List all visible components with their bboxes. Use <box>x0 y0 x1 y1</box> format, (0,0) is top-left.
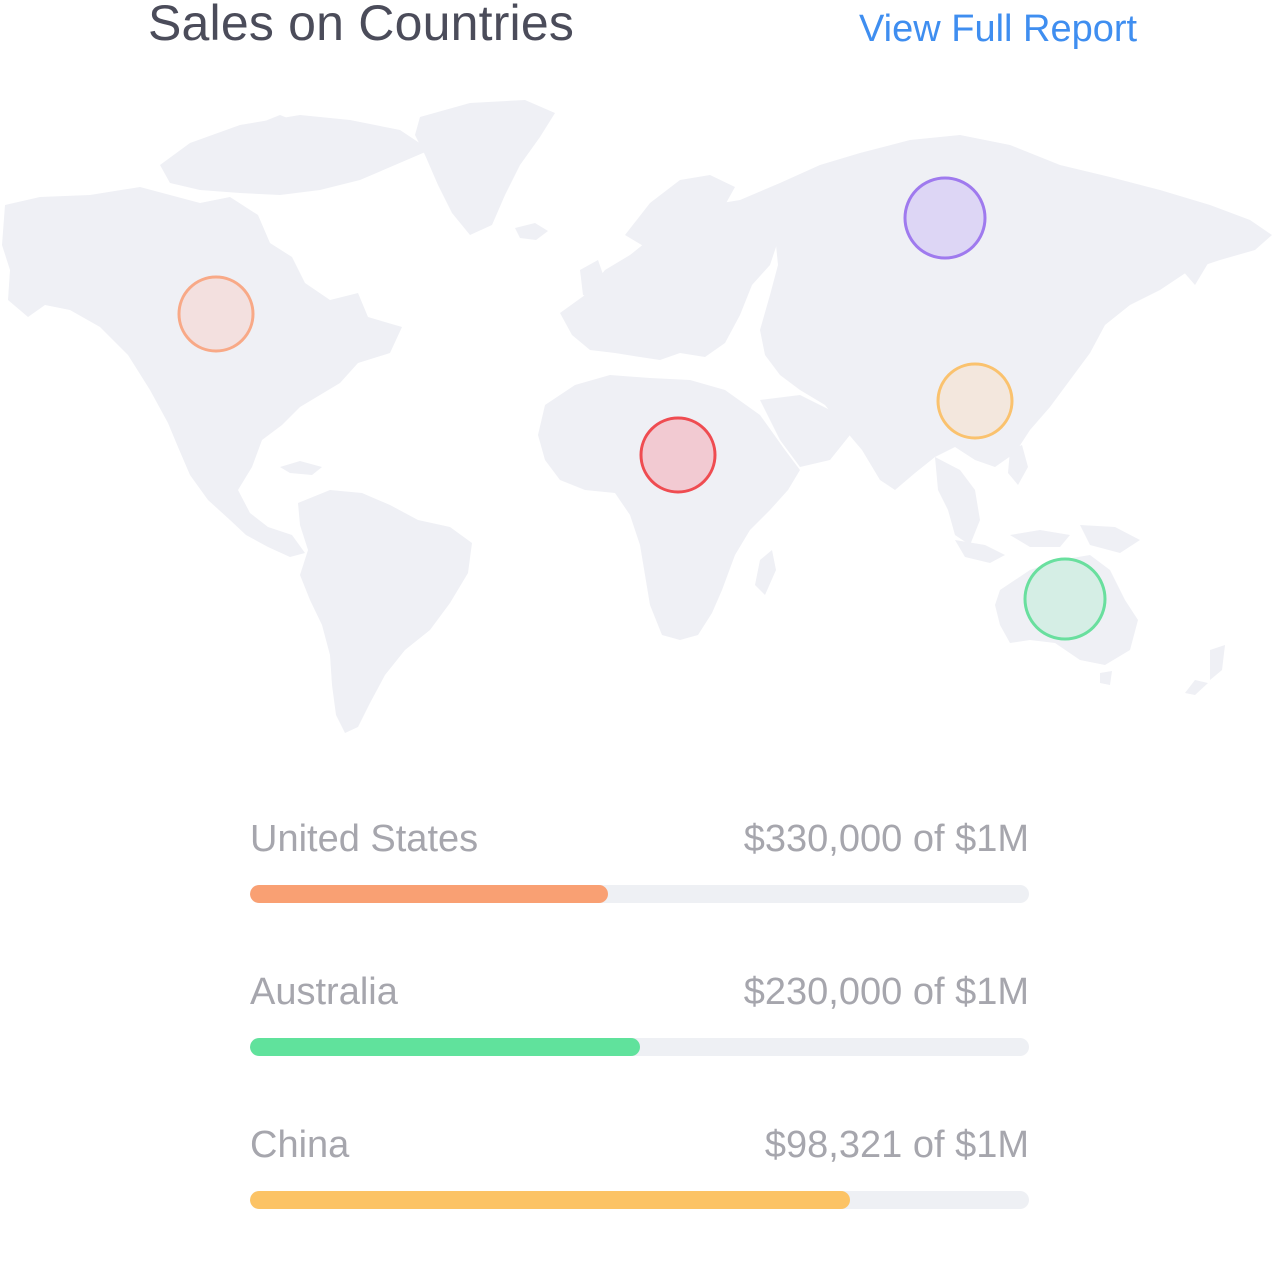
progress-track <box>250 885 1029 903</box>
world-map-land <box>2 100 1272 733</box>
sales-row-australia: Australia $230,000 of $1M <box>250 965 1029 1118</box>
view-full-report-link[interactable]: View Full Report <box>859 8 1138 50</box>
sales-row-china: China $98,321 of $1M <box>250 1118 1029 1271</box>
sales-amount: $98,321 of $1M <box>764 1124 1029 1166</box>
sales-row-united-states: United States $330,000 of $1M <box>250 812 1029 965</box>
sales-list: United States $330,000 of $1M Australia … <box>250 812 1029 1271</box>
progress-fill <box>250 885 609 903</box>
progress-track <box>250 1038 1029 1056</box>
country-name: United States <box>250 818 479 860</box>
world-map <box>2 100 1272 733</box>
sales-markers <box>177 176 1107 641</box>
marker-central-africa <box>639 416 717 494</box>
country-name: China <box>250 1124 350 1166</box>
progress-fill <box>250 1038 640 1056</box>
page-title: Sales on Countries <box>148 0 575 51</box>
marker-australia <box>1023 557 1107 641</box>
country-name: Australia <box>250 971 398 1013</box>
progress-fill <box>250 1191 850 1209</box>
sales-amount: $330,000 of $1M <box>743 818 1029 860</box>
sales-amount: $230,000 of $1M <box>743 971 1029 1013</box>
marker-north-america <box>177 275 255 353</box>
marker-russia <box>903 176 987 260</box>
marker-china <box>936 362 1014 440</box>
progress-track <box>250 1191 1029 1209</box>
